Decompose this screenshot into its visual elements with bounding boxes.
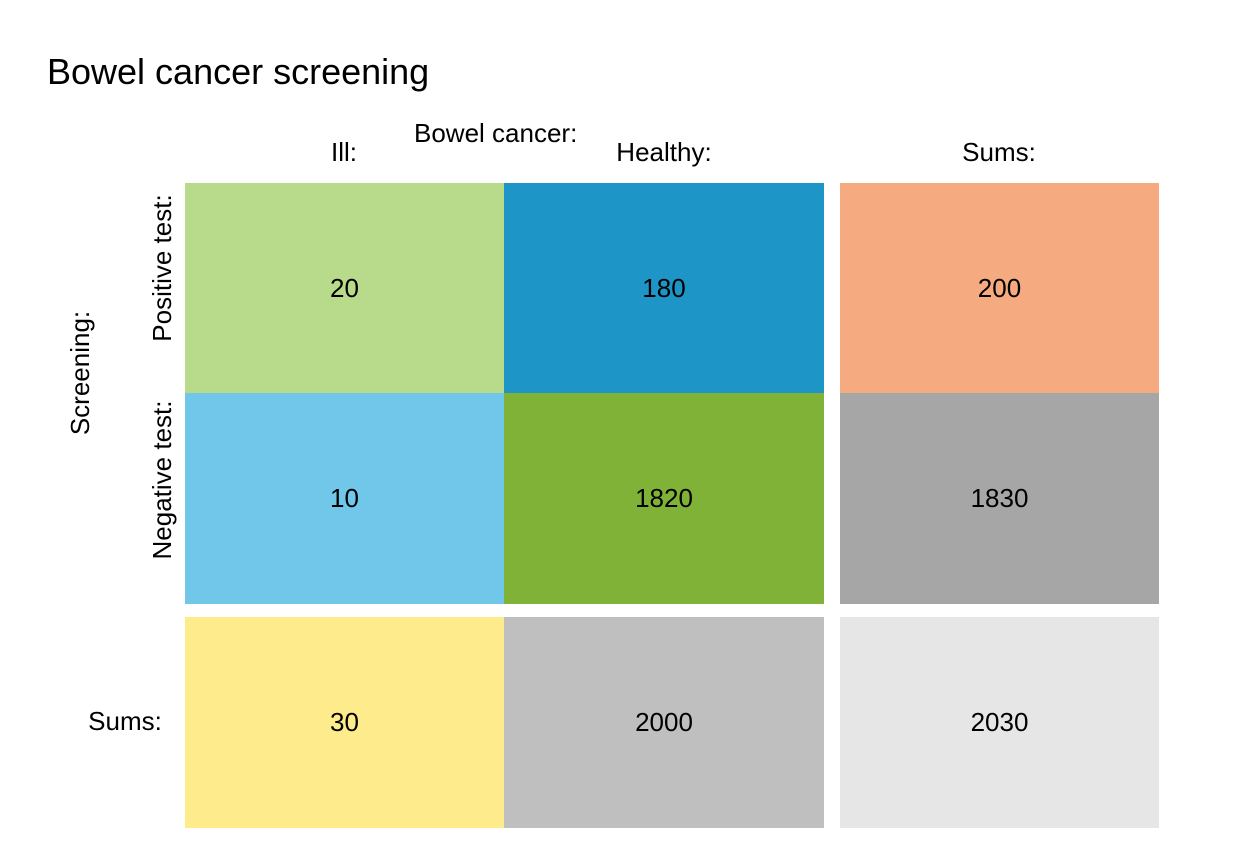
cell-value: 2000 xyxy=(635,707,693,737)
cell-value: 30 xyxy=(330,707,359,737)
cell-healthy-positive: 180 xyxy=(504,183,824,393)
cell-value: 200 xyxy=(977,272,1022,303)
col-label-sums: Sums: xyxy=(962,137,1036,167)
cell-ill-negative: 10 xyxy=(185,393,504,604)
cell-sum-negative: 1830 xyxy=(840,393,1159,604)
row-label-positive: Positive test: xyxy=(147,194,177,342)
cell-value: 20 xyxy=(330,272,359,303)
row-label-sums: Sums: xyxy=(88,706,162,736)
row-label-negative: Negative test: xyxy=(147,400,177,560)
col-label-ill: Ill: xyxy=(331,137,357,167)
cell-value: 1830 xyxy=(970,483,1029,513)
cell-sum-healthy: 2000 xyxy=(504,617,824,828)
col-label-healthy: Healthy: xyxy=(616,137,712,167)
chart-title: Bowel cancer screening xyxy=(47,51,430,92)
cell-healthy-negative: 1820 xyxy=(504,393,824,604)
row-group-label: Screening: xyxy=(65,310,95,436)
cell-ill-positive: 20 xyxy=(185,183,504,393)
cell-value: 10 xyxy=(330,483,359,513)
cell-sum-total: 2030 xyxy=(840,617,1159,828)
col-group-label: Bowel cancer: xyxy=(414,118,578,148)
cell-value: 180 xyxy=(642,272,686,303)
cell-sum-ill: 30 xyxy=(185,617,504,828)
cell-value: 1820 xyxy=(635,483,693,513)
cell-sum-positive: 200 xyxy=(840,183,1159,393)
cell-value: 2030 xyxy=(970,707,1029,737)
